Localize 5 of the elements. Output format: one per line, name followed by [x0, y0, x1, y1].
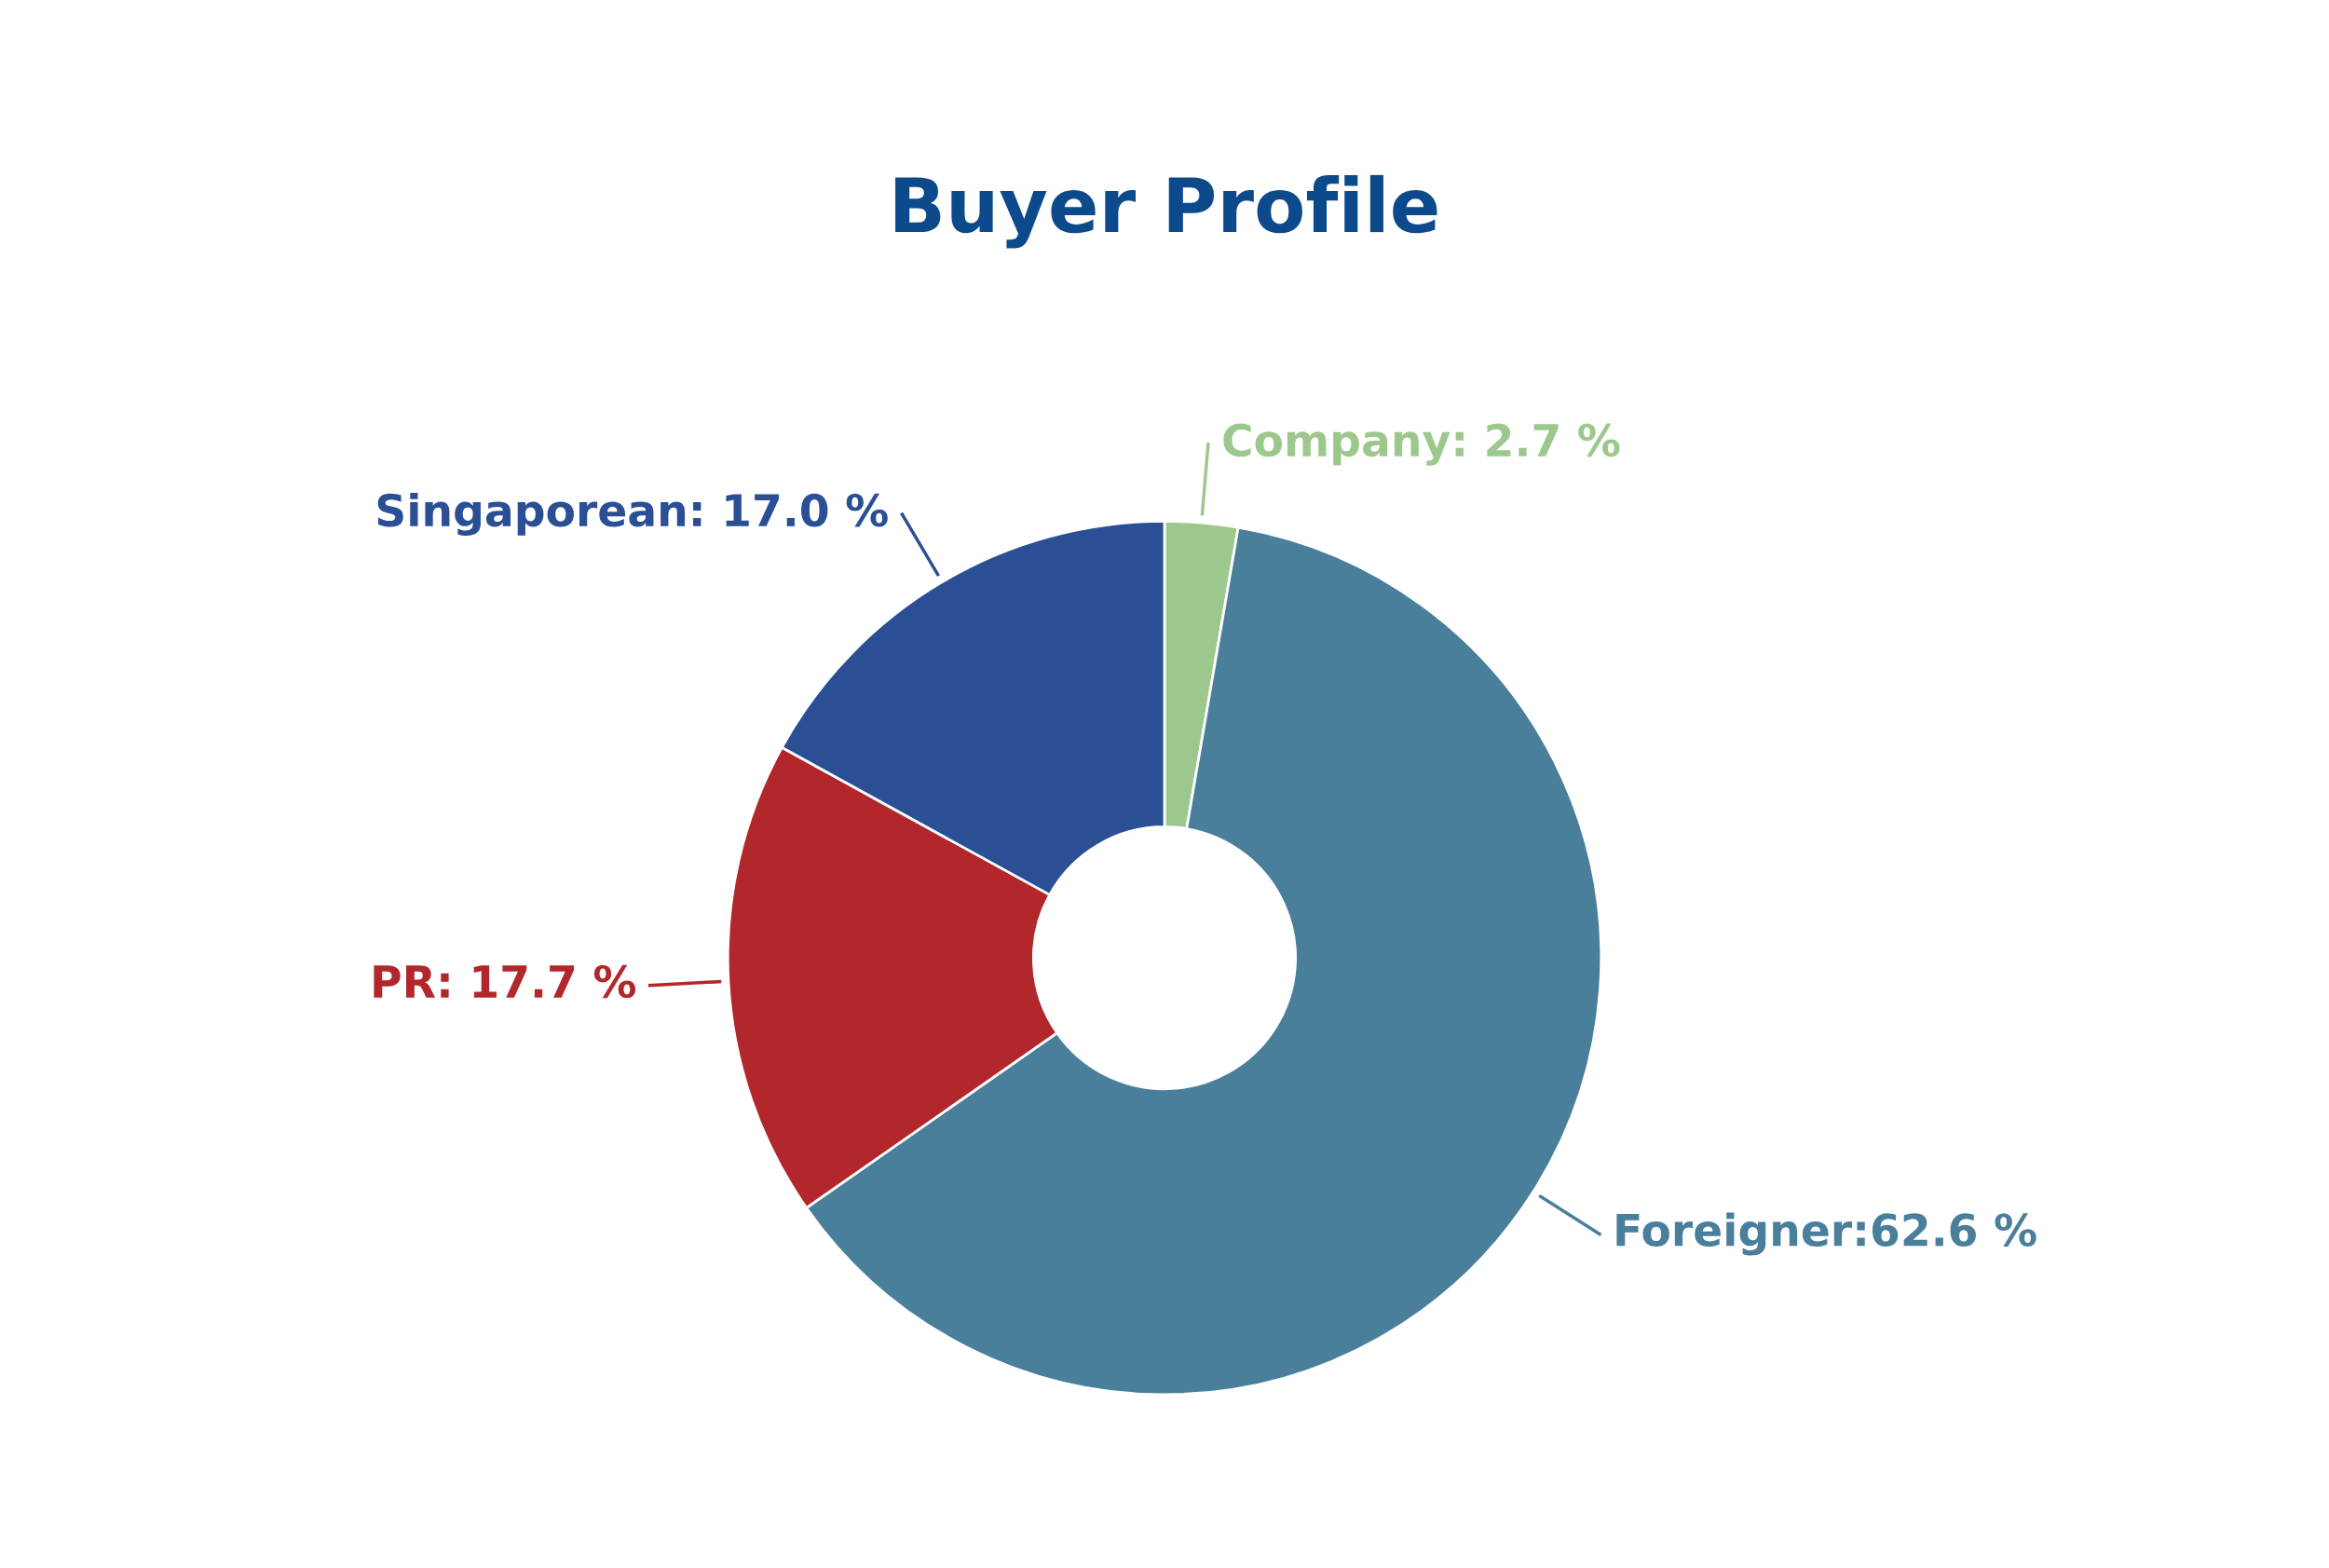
chart-title: Buyer Profile	[895, 174, 1437, 249]
slice-label: Company: 2.7 %	[1223, 423, 1620, 466]
slice-label: Foreigner:62.6 %	[1616, 1212, 2036, 1256]
slice-label: PR: 17.7 %	[374, 964, 636, 999]
slice-label: Singaporean: 17.0 %	[377, 492, 888, 537]
